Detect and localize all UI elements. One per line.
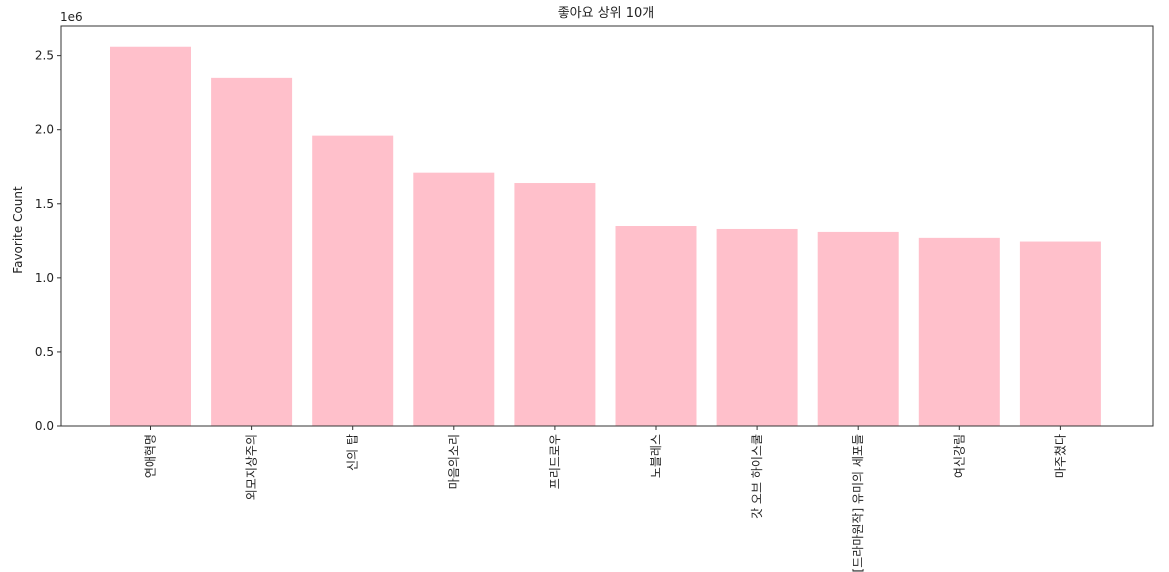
bar: [110, 46, 191, 426]
x-tick-label: 외모지상주의: [245, 434, 259, 500]
bar: [918, 237, 1000, 426]
y-tick-label: 2.0: [35, 123, 54, 137]
y-axis-offset-label: 1e6: [60, 10, 83, 24]
bar: [413, 172, 495, 426]
x-tick-label: 노블레스: [649, 434, 663, 478]
chart-title: 좋아요 상위 10개: [558, 6, 655, 21]
x-tick-label: 여신강림: [952, 434, 966, 478]
y-tick-label: 2.5: [35, 49, 54, 63]
x-tick-label: [드라마원작] 유미의 세포들: [851, 434, 865, 572]
y-tick-label: 1.5: [35, 197, 54, 211]
bar: [514, 183, 596, 426]
y-tick-label: 0.5: [35, 345, 54, 359]
x-axis-ticks: 연애혁명 외모지상주의 신의 탑 마음의소리 프리드로우 노블레스 갓 오브 하이스쿨 [드라…: [144, 426, 1067, 572]
bar: [1019, 241, 1101, 426]
bar: [817, 231, 899, 426]
plot-frame: [60, 25, 1154, 427]
x-tick-label: 마음의소리: [447, 434, 461, 489]
x-tick-label: 연애혁명: [144, 434, 158, 478]
bar: [211, 77, 293, 426]
bar: [716, 228, 798, 426]
y-tick-label: 0.0: [35, 419, 54, 433]
x-tick-label: 신의 탑: [346, 434, 360, 471]
y-axis-ticks: 0.0 0.5 1.0 1.5 2.0 2.5: [35, 49, 61, 433]
y-tick-label: 1.0: [35, 271, 54, 285]
x-tick-label: 프리드로우: [548, 434, 562, 489]
y-axis-label: Favorite Count: [11, 186, 25, 274]
bar: [615, 226, 697, 426]
x-tick-label: 갓 오브 하이스쿨: [750, 434, 764, 519]
bar: [312, 135, 394, 426]
x-tick-label: 마주쳤다: [1053, 434, 1067, 478]
bars-group: [110, 46, 1101, 426]
